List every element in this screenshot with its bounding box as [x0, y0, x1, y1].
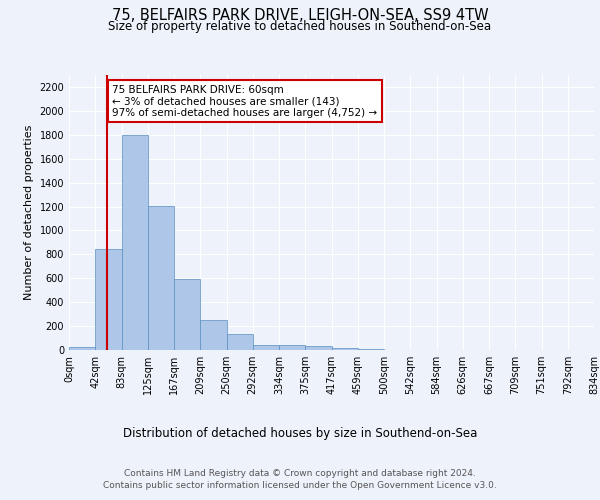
Text: Contains public sector information licensed under the Open Government Licence v3: Contains public sector information licen…	[103, 481, 497, 490]
Bar	[200, 320, 227, 350]
Bar	[227, 334, 253, 350]
Bar	[279, 345, 305, 350]
Text: Contains HM Land Registry data © Crown copyright and database right 2024.: Contains HM Land Registry data © Crown c…	[124, 469, 476, 478]
Bar	[95, 249, 121, 350]
Y-axis label: Number of detached properties: Number of detached properties	[24, 125, 34, 300]
Bar	[121, 135, 148, 350]
Bar	[69, 347, 95, 350]
Text: Distribution of detached houses by size in Southend-on-Sea: Distribution of detached houses by size …	[123, 428, 477, 440]
Text: Size of property relative to detached houses in Southend-on-Sea: Size of property relative to detached ho…	[109, 20, 491, 33]
Bar	[253, 344, 279, 350]
Text: 75, BELFAIRS PARK DRIVE, LEIGH-ON-SEA, SS9 4TW: 75, BELFAIRS PARK DRIVE, LEIGH-ON-SEA, S…	[112, 8, 488, 22]
Bar	[148, 206, 174, 350]
Text: 75 BELFAIRS PARK DRIVE: 60sqm
← 3% of detached houses are smaller (143)
97% of s: 75 BELFAIRS PARK DRIVE: 60sqm ← 3% of de…	[112, 84, 377, 118]
Bar	[174, 280, 200, 350]
Bar	[331, 348, 358, 350]
Bar	[358, 349, 384, 350]
Bar	[305, 346, 331, 350]
